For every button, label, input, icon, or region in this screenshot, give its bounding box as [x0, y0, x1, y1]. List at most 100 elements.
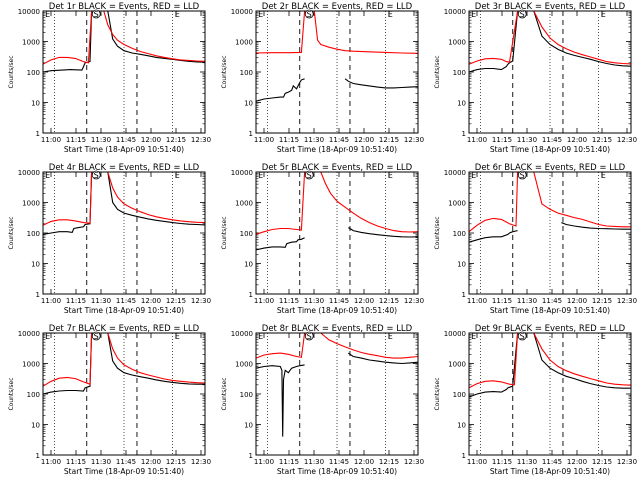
x-tick-label: 12:15 — [166, 136, 186, 144]
y-tick-label: 10000 — [231, 8, 253, 16]
x-axis-label: Start Time (18-Apr-09 10:51:40) — [490, 467, 610, 476]
y-tick-label: 10 — [457, 422, 466, 430]
x-tick-label: 11:15 — [66, 136, 86, 144]
x-tick-label: 11:15 — [66, 458, 86, 466]
x-tick-label: 11:15 — [492, 136, 512, 144]
events-series-line — [255, 78, 305, 102]
y-axis-label: Counts/sec — [221, 216, 228, 249]
event-marker-label: E — [258, 332, 263, 341]
y-axis-label: Counts/sec — [434, 216, 441, 249]
event-marker-label: E — [601, 332, 606, 341]
panel-title: Det 7r BLACK = Events, RED = LLD — [49, 324, 200, 334]
lld-series-line — [255, 332, 419, 359]
event-marker-label: E — [45, 332, 50, 341]
y-tick-label: 100 — [27, 69, 40, 77]
y-tick-label: 10000 — [18, 8, 40, 16]
y-tick-label: 10 — [244, 422, 253, 430]
events-series-line — [42, 171, 206, 235]
detector-panel: Det 9r BLACK = Events, RED = LLD Counts/s… — [434, 324, 637, 476]
y-tick-label: 1000 — [22, 200, 40, 208]
y-tick-label: 1 — [249, 452, 253, 460]
event-marker-label: E — [175, 10, 180, 19]
x-tick-label: 11:30 — [91, 297, 111, 305]
panel-title: Det 6r BLACK = Events, RED = LLD — [475, 163, 626, 173]
plot-frame — [42, 171, 206, 295]
x-tick-label: 12:15 — [592, 136, 612, 144]
x-tick-label: 12:00 — [141, 136, 161, 144]
lld-series-line — [42, 332, 206, 387]
event-marker-label: S — [94, 171, 99, 180]
x-tick-label: 11:00 — [254, 136, 274, 144]
y-tick-label: 1 — [462, 452, 466, 460]
lld-series-line — [468, 332, 632, 389]
lld-series-line — [42, 171, 206, 226]
x-tick-label: 11:00 — [467, 297, 487, 305]
x-tick-label: 11:30 — [304, 458, 324, 466]
plot-frame — [255, 332, 419, 456]
x-axis-label: Start Time (18-Apr-09 10:51:40) — [490, 306, 610, 315]
x-tick-label: 11:45 — [329, 136, 349, 144]
event-marker-label: E — [175, 171, 180, 180]
x-tick-label: 12:15 — [166, 458, 186, 466]
events-series-line — [468, 332, 631, 398]
event-marker-label: E — [258, 10, 263, 19]
marker-circle — [517, 9, 527, 19]
plot-frame — [468, 10, 632, 134]
event-marker-label: E — [471, 332, 476, 341]
marker-circle — [304, 9, 314, 19]
marker-circle — [304, 170, 314, 180]
x-tick-label: 12:15 — [592, 297, 612, 305]
x-tick-label: 11:45 — [542, 297, 562, 305]
marker-circle — [517, 170, 527, 180]
event-marker-label: S — [307, 332, 312, 341]
x-tick-label: 12:00 — [141, 458, 161, 466]
x-tick-label: 11:30 — [517, 458, 537, 466]
y-tick-label: 10 — [457, 100, 466, 108]
y-tick-label: 100 — [27, 230, 40, 238]
x-tick-label: 12:30 — [617, 136, 637, 144]
x-tick-label: 11:00 — [467, 136, 487, 144]
y-tick-label: 1 — [462, 130, 466, 138]
x-tick-label: 12:00 — [141, 297, 161, 305]
x-tick-label: 12:30 — [617, 458, 637, 466]
y-tick-label: 100 — [453, 230, 466, 238]
event-marker-label: E — [175, 332, 180, 341]
x-tick-label: 12:00 — [567, 458, 587, 466]
x-tick-label: 11:45 — [329, 297, 349, 305]
x-tick-label: 12:00 — [354, 297, 374, 305]
y-tick-label: 10000 — [231, 330, 253, 338]
panel-title: Det 1r BLACK = Events, RED = LLD — [49, 2, 200, 12]
event-marker-label: E — [471, 171, 476, 180]
events-series-line — [348, 227, 419, 238]
x-tick-label: 11:15 — [279, 458, 299, 466]
x-tick-label: 11:00 — [254, 458, 274, 466]
marker-circle — [304, 331, 314, 341]
x-tick-label: 12:00 — [354, 458, 374, 466]
y-tick-label: 1000 — [22, 39, 40, 47]
y-tick-label: 1 — [249, 291, 253, 299]
y-tick-label: 1000 — [235, 39, 253, 47]
x-axis-label: Start Time (18-Apr-09 10:51:40) — [277, 145, 397, 154]
x-tick-label: 11:00 — [41, 297, 61, 305]
event-marker-label: E — [45, 10, 50, 19]
marker-circle — [91, 331, 101, 341]
x-tick-label: 11:45 — [542, 458, 562, 466]
panel-title: Det 8r BLACK = Events, RED = LLD — [262, 324, 413, 334]
marker-circle — [91, 170, 101, 180]
x-tick-label: 12:15 — [379, 136, 399, 144]
x-tick-label: 11:45 — [116, 458, 136, 466]
x-tick-label: 12:15 — [379, 458, 399, 466]
y-tick-label: 10000 — [444, 169, 466, 177]
marker-circle — [91, 9, 101, 19]
y-tick-label: 1 — [249, 130, 253, 138]
event-marker-label: E — [471, 10, 476, 19]
event-marker-label: S — [307, 10, 312, 19]
event-marker-label: E — [388, 10, 393, 19]
y-tick-label: 1 — [462, 291, 466, 299]
y-tick-label: 1000 — [22, 361, 40, 369]
y-axis-label: Counts/sec — [221, 377, 228, 410]
panel-title: Det 5r BLACK = Events, RED = LLD — [262, 163, 413, 173]
panel-title: Det 4r BLACK = Events, RED = LLD — [49, 163, 200, 173]
detector-panel: Det 3r BLACK = Events, RED = LLD Counts/s… — [434, 2, 637, 154]
